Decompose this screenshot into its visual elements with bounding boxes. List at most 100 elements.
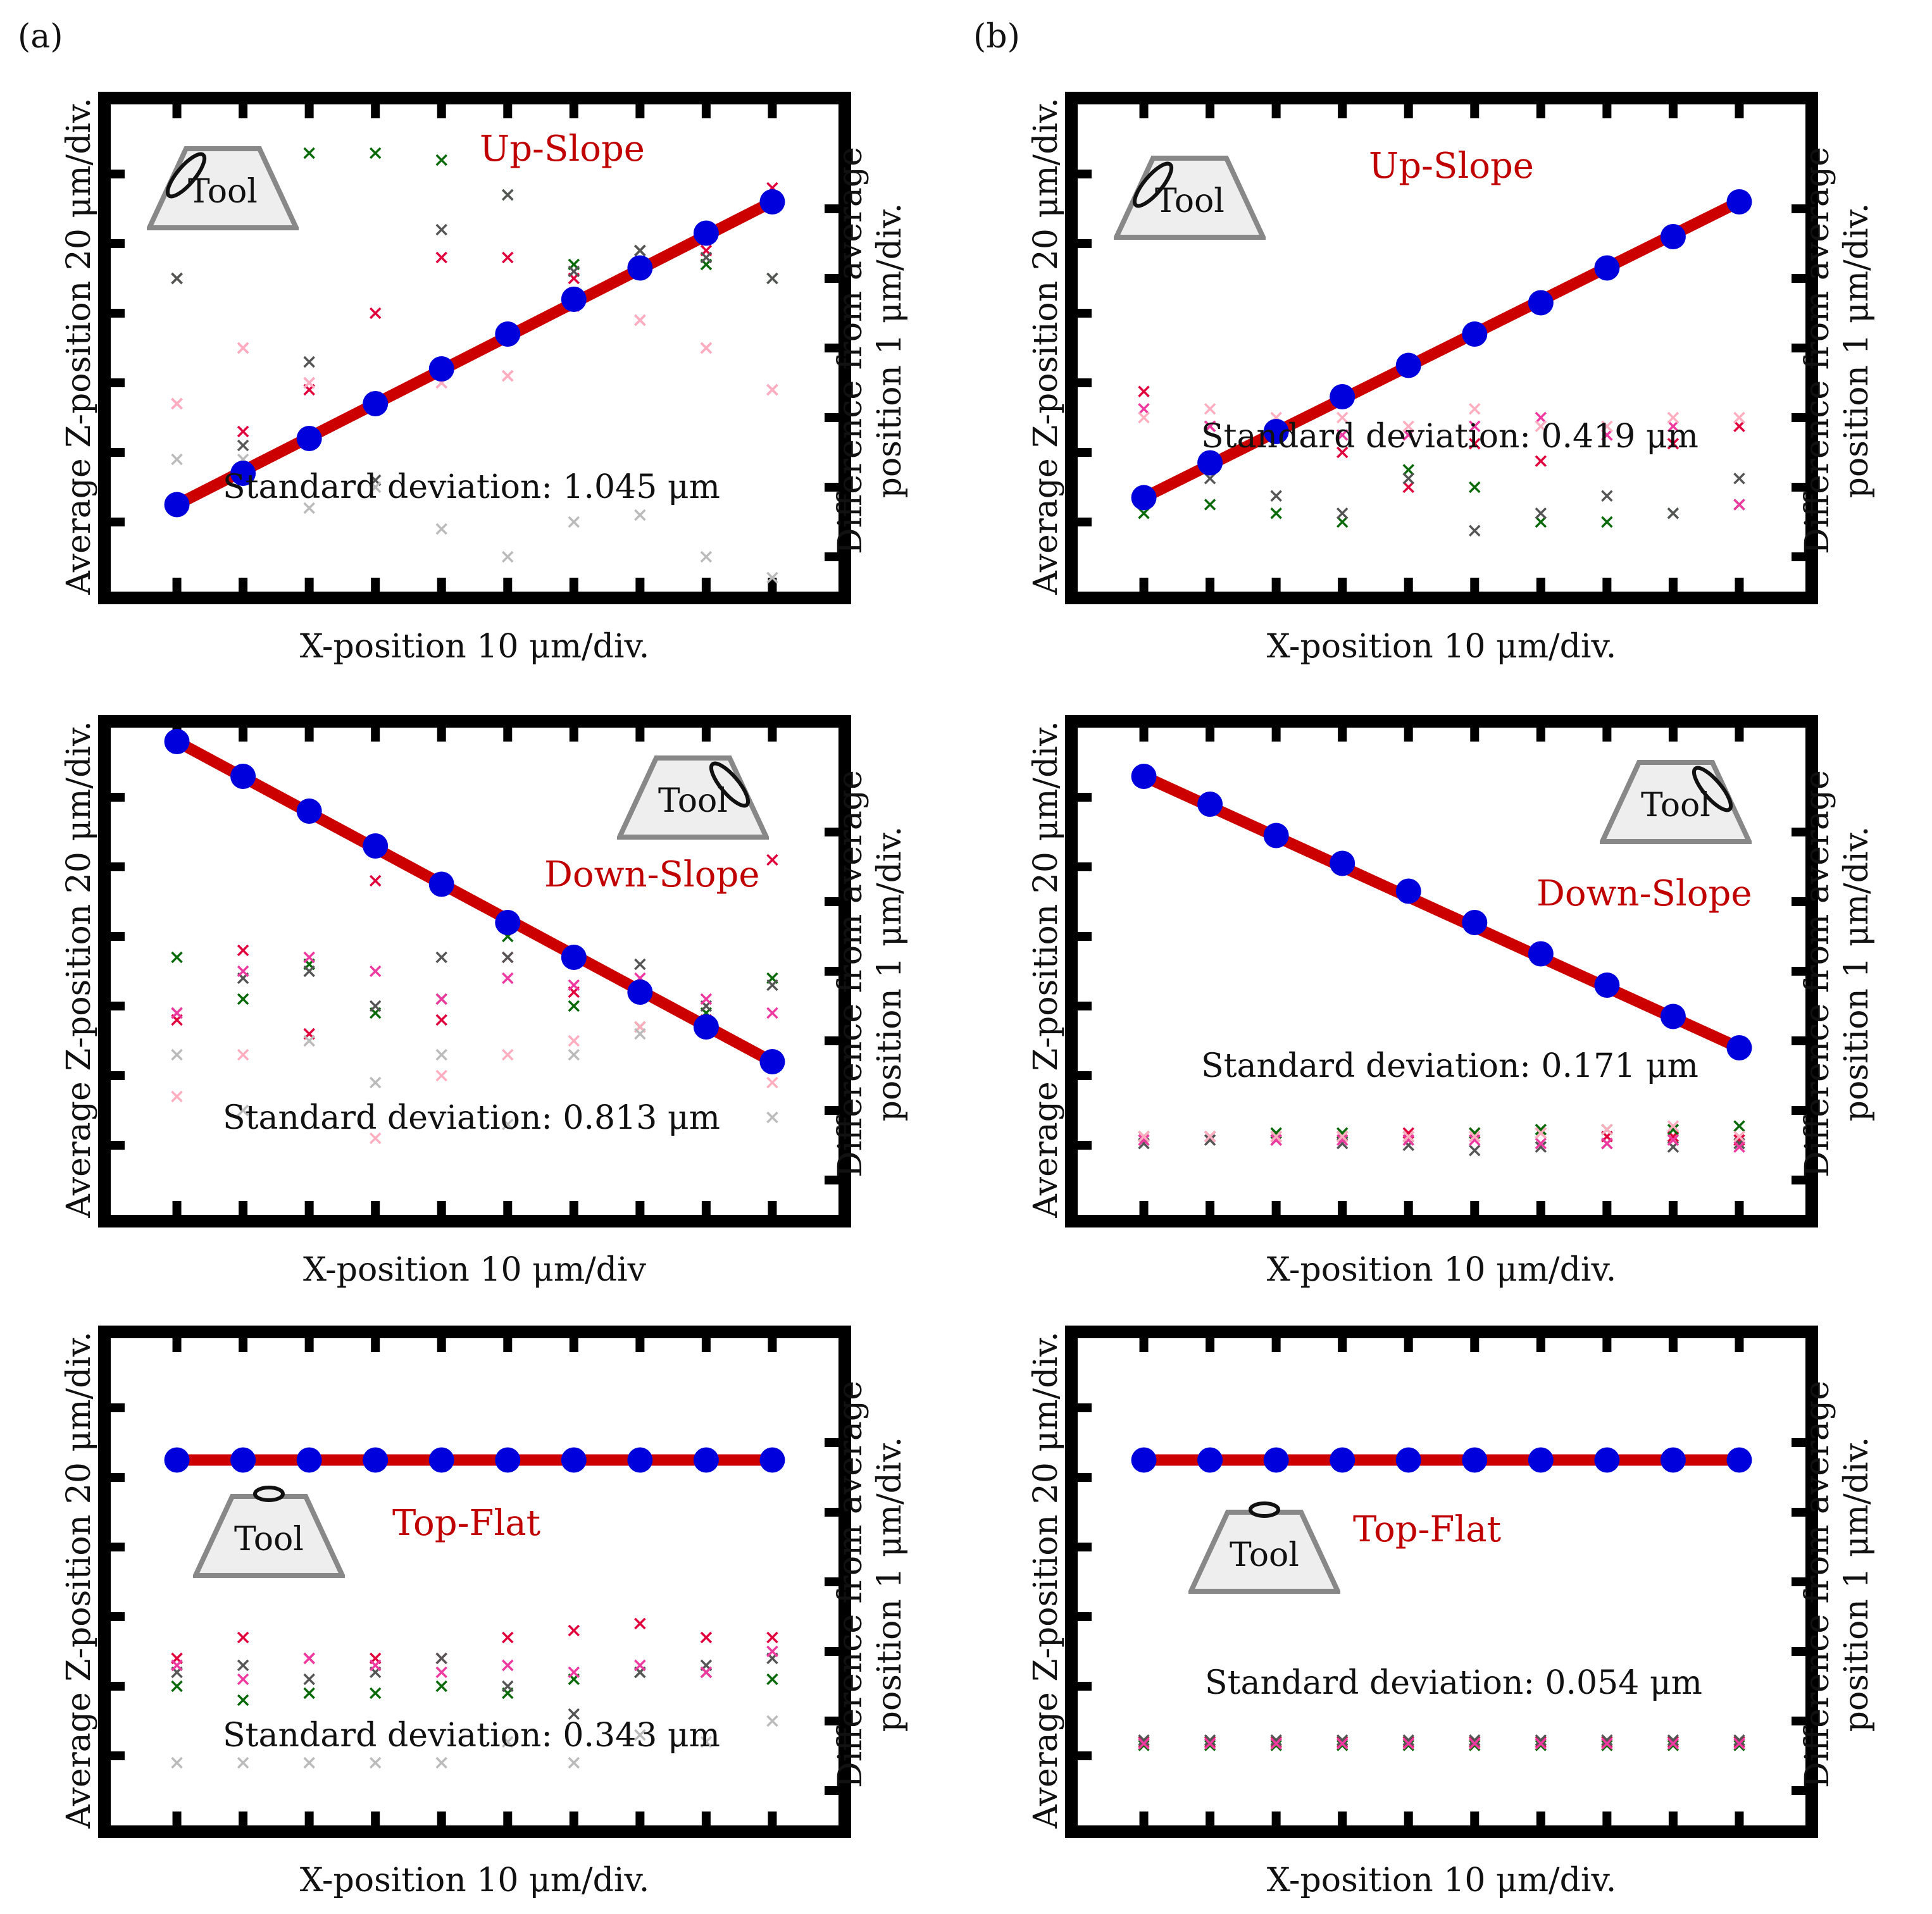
plot-canvas [1078,728,1805,1215]
tool-diagram: Tool [1188,1500,1340,1594]
diff-marker-pink [1204,1131,1216,1143]
diff-marker-magenta [502,972,514,985]
x-axis-label: X-position 10 μm/div. [1266,628,1617,666]
tool-tip-icon [1132,161,1174,208]
diff-marker-magenta [766,1007,778,1019]
avg-point [1263,823,1289,848]
diff-marker-gray [237,439,249,452]
curve-title: Up-Slope [480,128,645,170]
avg-point [627,1447,653,1473]
y2-axis-label-line1: Difference from average [1798,147,1836,554]
diff-marker-magenta [1336,1134,1349,1146]
diff-marker-green [1270,507,1282,519]
y2-axis-label-line1: Difference from average [832,770,869,1178]
diff-marker-pink [237,1048,249,1061]
diff-marker-red [237,1631,249,1644]
y2-axis-label: Difference from average position 1 μm/div… [1798,1300,1876,1869]
chart-a-up-slope: Average Z-position 20 μm/div. Difference… [51,47,909,680]
diff-marker-magenta [502,1659,514,1672]
diff-marker-gray [766,979,778,991]
diff-marker-magenta [766,1645,778,1658]
diff-marker-green [1535,1124,1547,1136]
diff-marker-gray [634,958,646,971]
diff-marker-lightgray [766,1111,778,1124]
x-axis-label: X-position 10 μm/div [302,1251,647,1289]
diff-marker-pink [1535,420,1547,432]
tool-tip-icon [253,1486,285,1502]
diff-marker-magenta [1270,1737,1282,1749]
diff-marker-gray [435,1652,447,1665]
diff-marker-pink [634,314,646,326]
y2-axis-label-line1: Difference from average [1798,770,1836,1178]
diff-marker-red [502,1631,514,1644]
diff-marker-green [303,147,315,159]
avg-point [1528,1447,1554,1473]
y2-axis-label-line1: Difference from average [1798,1381,1836,1788]
diff-marker-magenta [1535,411,1547,424]
y2-axis-label: Difference from average position 1 μm/div… [1798,66,1876,635]
diff-marker-magenta [1204,420,1216,432]
avg-point [1660,224,1686,249]
diff-marker-gray [1402,1139,1414,1152]
diff-marker-magenta [1733,1141,1745,1153]
diff-marker-pink [1733,1131,1745,1143]
diff-marker-pink [700,342,713,354]
y2-axis-label-line2: position 1 μm/div. [1838,1436,1876,1732]
diff-marker-green [1204,499,1216,511]
diff-marker-green [568,1000,580,1012]
diff-marker-pink [1138,411,1150,424]
avg-point [1660,1447,1686,1473]
chart-b-top-flat: Average Z-position 20 μm/div. Difference… [1018,1281,1876,1914]
y-axis-label: Average Z-position 20 μm/div. [1027,721,1065,1218]
avg-point [495,1447,521,1473]
diff-marker-gray [1469,1145,1481,1157]
diff-marker-red [766,854,778,866]
diff-marker-pink [435,1069,447,1082]
diff-marker-red [1535,455,1547,467]
diff-marker-lightgray [700,550,713,563]
diff-marker-pink [766,383,778,396]
curve-title: Top-Flat [392,1503,541,1544]
avg-point [1197,792,1223,817]
diff-marker-magenta [435,993,447,1005]
diff-marker-green [369,147,382,159]
diff-marker-lightgray [303,1756,315,1769]
diff-marker-gray [502,189,514,201]
diff-marker-gray [1204,1134,1216,1146]
diff-marker-pink [1469,403,1481,415]
fit-line [1138,196,1745,504]
diff-marker-magenta [171,1007,183,1019]
avg-point [428,1447,454,1473]
x-axis-label: X-position 10 μm/div. [1266,1861,1617,1899]
diff-marker-magenta [237,965,249,978]
avg-point [627,255,653,281]
diff-marker-lightgray [303,1035,315,1047]
diff-marker-red [1402,481,1414,494]
diff-marker-magenta [568,1666,580,1679]
plot-canvas [111,728,838,1215]
diff-marker-green [237,993,249,1005]
diff-marker-gray [1535,1734,1547,1746]
avg-point [693,1447,719,1473]
diff-marker-magenta [1469,1134,1481,1146]
avg-point [759,1447,785,1473]
avg-point [164,492,190,518]
diff-marker-red [1138,1736,1150,1748]
avg-point [296,1447,322,1473]
diff-marker-green [303,1687,315,1700]
diff-marker-green [237,1694,249,1706]
std-annotation: Standard deviation: 0.343 μm [223,1717,720,1755]
diff-marker-green [1402,464,1414,476]
curve-title: Down-Slope [544,854,760,895]
diff-marker-magenta [1270,1134,1282,1146]
diff-marker-lightgray [237,1104,249,1117]
diff-marker-green [171,1680,183,1693]
avg-point [1330,384,1356,409]
diff-marker-red [435,251,447,264]
diff-marker-magenta [1535,1737,1547,1749]
diff-marker-gray [369,1000,382,1012]
diff-marker-lightgray [634,1028,646,1040]
diff-marker-red [435,1014,447,1026]
avg-point [1726,189,1752,214]
diff-marker-pink [1402,1131,1414,1143]
